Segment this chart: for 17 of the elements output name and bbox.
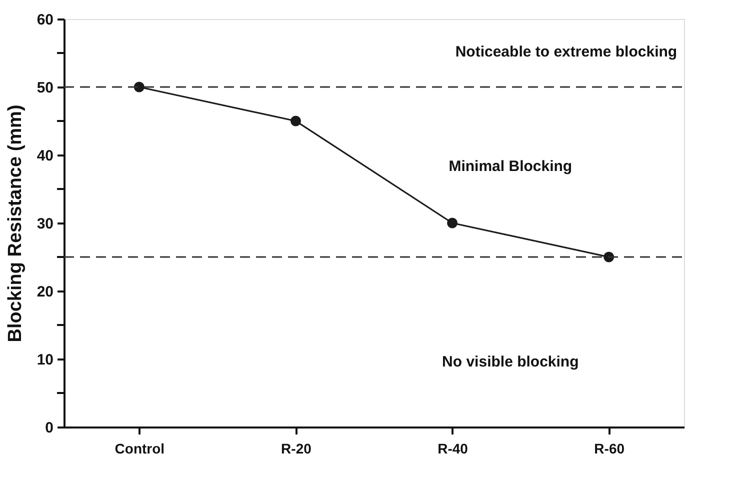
y-tick-label: 50 <box>36 80 54 96</box>
annotation: No visible blocking <box>442 354 579 371</box>
y-tick-label: 0 <box>45 420 54 436</box>
y-axis-title: Blocking Resistance (mm) <box>4 104 26 342</box>
annotation: Noticeable to extreme blocking <box>455 44 678 61</box>
y-tick-label: 20 <box>36 284 54 300</box>
x-tick-label: R-60 <box>594 440 625 456</box>
annotation: Minimal Blocking <box>448 158 572 175</box>
x-tick-label: R-20 <box>281 440 312 456</box>
y-tick-label: 60 <box>36 12 54 28</box>
y-tick-label: 40 <box>36 148 54 164</box>
y-tick-label: 30 <box>36 216 54 232</box>
point <box>290 116 301 126</box>
y-tick-label: 10 <box>36 352 54 368</box>
x-tick-label: Control <box>114 440 165 456</box>
point <box>447 218 458 228</box>
x-tick-label: R-40 <box>438 440 468 456</box>
